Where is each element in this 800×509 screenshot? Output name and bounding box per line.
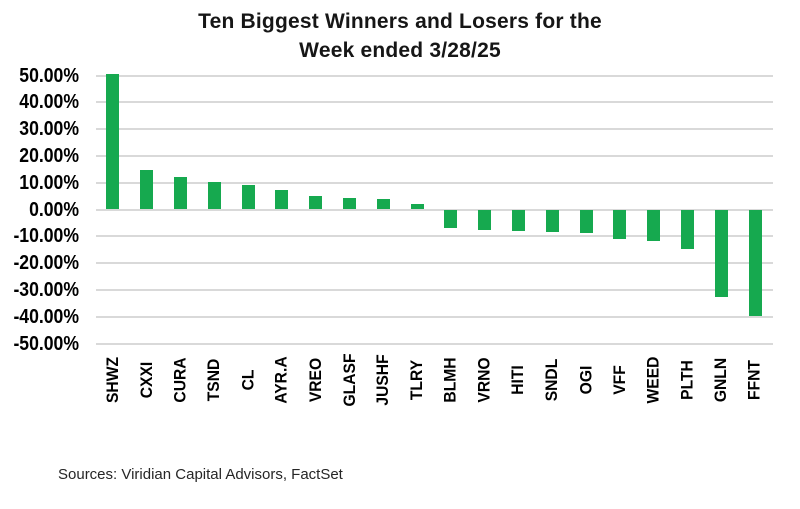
y-axis-label: 10.00% [19, 171, 79, 194]
x-axis-label: FFNT [745, 360, 765, 400]
y-axis-label: -30.00% [13, 278, 80, 301]
x-axis-label: CURA [170, 357, 190, 403]
gridline [96, 288, 773, 291]
bar-GNLN [714, 209, 728, 298]
x-label-slot-VFF: VFF [603, 347, 637, 413]
bar-VFF [613, 209, 627, 239]
bar-CXXI [140, 169, 154, 210]
bar-WEED [647, 209, 661, 242]
x-label-slot-CURA: CURA [164, 347, 198, 413]
y-axis-label: 40.00% [19, 91, 79, 114]
x-label-slot-HITI: HITI [502, 347, 536, 413]
x-label-slot-TSND: TSND [197, 347, 231, 413]
gridline [96, 342, 773, 345]
zero-gridline [96, 208, 773, 211]
x-label-slot-TLRY: TLRY [400, 347, 434, 413]
x-axis-label: PLTH [677, 360, 697, 400]
y-axis-label: 30.00% [19, 118, 79, 141]
source-note: Sources: Viridian Capital Advisors, Fact… [58, 466, 343, 483]
chart-title-line-1: Ten Biggest Winners and Losers for the [198, 10, 602, 33]
y-axis-label: 20.00% [19, 144, 79, 167]
bar-GLASF [343, 198, 356, 210]
bar-JUSHF [376, 198, 390, 210]
y-axis-label: -20.00% [13, 252, 80, 275]
x-axis-label: CL [238, 369, 258, 391]
x-label-slot-GLASF: GLASF [333, 347, 367, 413]
x-axis-label: CXXI [136, 361, 156, 399]
x-label-slot-AYR.A: AYR.A [265, 347, 299, 413]
x-axis-label: AYR.A [271, 356, 291, 404]
y-axis-label: -40.00% [13, 305, 80, 328]
x-label-slot-OGI: OGI [569, 347, 603, 413]
bar-CURA [174, 176, 187, 210]
gridline [96, 101, 773, 104]
x-label-slot-VRNO: VRNO [468, 347, 502, 413]
gridline [96, 154, 773, 157]
x-axis-label: VFF [609, 365, 629, 395]
bar-VRNO [478, 209, 492, 231]
bar-AYR.A [275, 189, 289, 210]
x-axis-label: BLMH [440, 357, 460, 403]
bar-FFNT [748, 209, 762, 317]
x-axis-label: VREO [305, 357, 325, 403]
y-axis-label: 0.00% [29, 198, 80, 221]
y-axis-label: -50.00% [13, 332, 80, 355]
x-label-slot-FFNT: FFNT [738, 347, 772, 413]
x-axis-label: SNDL [542, 358, 562, 402]
bar-VREO [309, 195, 323, 210]
gridline [96, 128, 773, 131]
x-axis-label: GLASF [339, 353, 359, 407]
bar-HITI [512, 209, 525, 232]
x-label-slot-JUSHF: JUSHF [366, 347, 400, 413]
bar-BLMH [444, 209, 458, 229]
x-axis-label: HITI [508, 365, 528, 395]
bar-OGI [579, 209, 593, 233]
x-label-slot-GNLN: GNLN [704, 347, 738, 413]
bar-SHWZ [106, 74, 120, 210]
bar-CL [241, 184, 255, 210]
x-axis-label: SHWZ [102, 356, 122, 404]
x-axis-label: WEED [643, 356, 663, 404]
x-axis-label: TLRY [407, 359, 427, 401]
bar-TSND [207, 182, 221, 210]
y-axis-label: -10.00% [13, 225, 80, 248]
x-axis-label: VRNO [474, 357, 494, 403]
y-axis-label: 50.00% [19, 64, 79, 87]
x-label-slot-BLMH: BLMH [434, 347, 468, 413]
x-label-slot-PLTH: PLTH [671, 347, 705, 413]
bar-PLTH [681, 209, 694, 249]
bar-SNDL [545, 209, 559, 232]
x-label-slot-SNDL: SNDL [535, 347, 569, 413]
x-axis-label: JUSHF [373, 354, 393, 406]
x-axis-label: TSND [204, 358, 224, 402]
x-label-slot-CXXI: CXXI [130, 347, 164, 413]
gridline [96, 74, 773, 77]
gridline [96, 235, 773, 238]
gridline [96, 181, 773, 184]
x-axis-label: OGI [576, 365, 596, 395]
gridline [96, 315, 773, 318]
x-axis-label: GNLN [711, 357, 731, 403]
gridline [96, 262, 773, 265]
bar-TLRY [410, 204, 424, 210]
chart-title: Ten Biggest Winners and Losers for the W… [0, 7, 800, 65]
x-label-slot-WEED: WEED [637, 347, 671, 413]
x-label-slot-SHWZ: SHWZ [96, 347, 130, 413]
x-label-slot-VREO: VREO [299, 347, 333, 413]
chart-title-line-2: Week ended 3/28/25 [299, 39, 501, 62]
x-label-slot-CL: CL [231, 347, 265, 413]
